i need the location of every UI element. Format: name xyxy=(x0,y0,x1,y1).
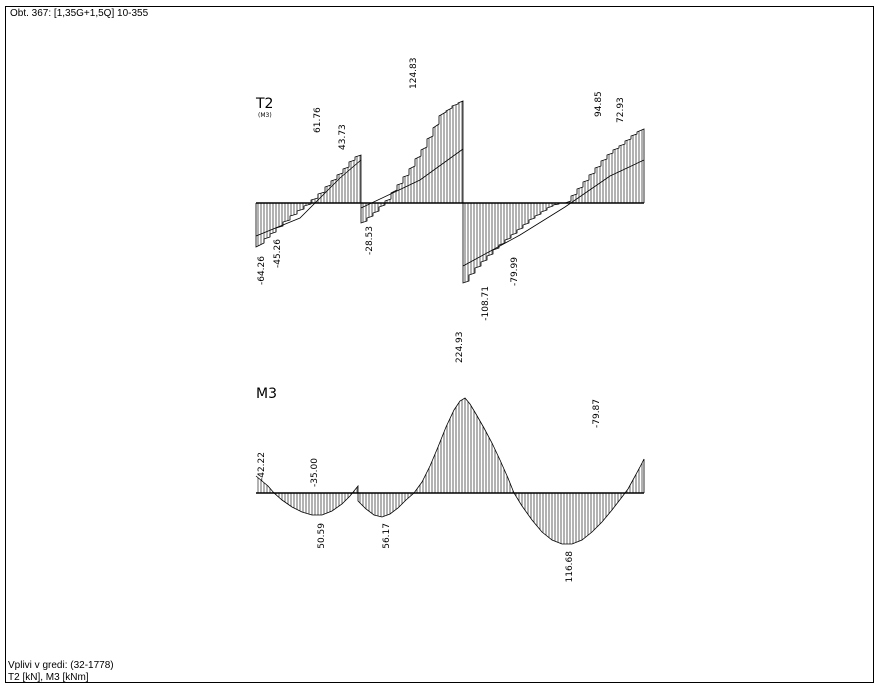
shear-value-label: 124.83 xyxy=(409,58,419,90)
moment-value-label: 56.17 xyxy=(382,523,392,549)
shear-force-diagram: T2 (M3) -64.26 -45.26 61.76 43.73 -28.53 124.… xyxy=(255,58,645,321)
beam-influence-caption: Vplivi v gredi: (32-1778) xyxy=(8,660,114,671)
load-case-title: Obt. 367: [1,35G+1,5Q] 10-355 xyxy=(10,8,149,19)
units-caption: T2 [kN], M3 [kNm] xyxy=(8,672,89,683)
moment-diagram-name: M3 xyxy=(256,386,277,402)
shear-value-label: -45.26 xyxy=(273,239,283,268)
moment-outline xyxy=(255,397,645,545)
drawing-frame xyxy=(5,6,874,683)
moment-value-label: 224.93 xyxy=(455,332,465,364)
shear-midline xyxy=(255,148,645,267)
shear-value-label: -108.71 xyxy=(481,286,491,321)
shear-diagram-subtitle: (M3) xyxy=(258,112,272,119)
shear-value-label: 43.73 xyxy=(338,124,348,150)
shear-diagram-name: T2 xyxy=(255,96,273,112)
moment-value-label: -42.22 xyxy=(257,452,267,481)
shear-hatch xyxy=(257,101,643,283)
shear-outline xyxy=(255,100,645,284)
shear-value-label: 72.93 xyxy=(616,97,626,123)
shear-value-label: 94.85 xyxy=(594,91,604,117)
shear-value-label: -28.53 xyxy=(365,226,375,255)
moment-value-label: -79.87 xyxy=(592,399,602,428)
shear-value-label: -64.26 xyxy=(257,256,267,285)
moment-value-label: -35.00 xyxy=(310,458,320,487)
bending-moment-diagram: M3 -42.22 -35.00 50.59 56.17 224.93 116.68 -79… xyxy=(255,332,645,583)
moment-value-label: 116.68 xyxy=(565,551,575,583)
shear-value-label: 61.76 xyxy=(313,107,323,133)
moment-value-label: 50.59 xyxy=(317,523,327,549)
moment-hatch xyxy=(257,398,643,544)
shear-value-label: -79.99 xyxy=(510,257,520,286)
